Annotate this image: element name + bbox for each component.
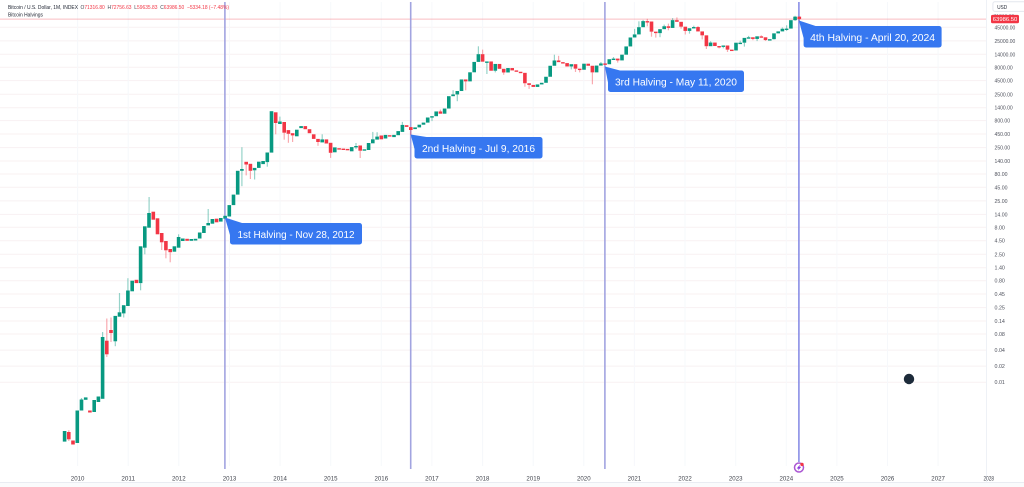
svg-text:450.00: 450.00	[995, 132, 1011, 138]
svg-text:4.50: 4.50	[995, 239, 1005, 245]
svg-text:4th Halving - April 20, 2024: 4th Halving - April 20, 2024	[810, 33, 935, 44]
svg-text:63986.50: 63986.50	[993, 17, 1018, 23]
svg-text:2019: 2019	[526, 475, 540, 482]
svg-text:8000.00: 8000.00	[995, 65, 1013, 71]
svg-text:USD: USD	[997, 5, 1007, 11]
svg-text:Bitcoin / U.S. Dollar, 1M, IND: Bitcoin / U.S. Dollar, 1M, INDEX	[8, 5, 78, 11]
svg-text:2020: 2020	[577, 475, 591, 482]
svg-text:2018: 2018	[476, 475, 490, 482]
svg-text:2016: 2016	[375, 475, 389, 482]
svg-text:45.00: 45.00	[995, 185, 1008, 191]
svg-text:2nd Halving - Jul 9, 2016: 2nd Halving - Jul 9, 2016	[422, 144, 535, 155]
svg-text:0.14: 0.14	[995, 319, 1005, 325]
svg-text:2.50: 2.50	[995, 252, 1005, 258]
svg-text:2021: 2021	[628, 475, 642, 482]
svg-text:O71316.80 H72756.63 L59635.8: O71316.80 H72756.63 L59635.83 C63986.50 …	[81, 5, 230, 11]
svg-text:0.80: 0.80	[995, 279, 1005, 285]
svg-text:2012: 2012	[172, 475, 186, 482]
svg-text:2027: 2027	[931, 475, 945, 482]
svg-text:800.00: 800.00	[995, 119, 1011, 125]
svg-text:45000.00: 45000.00	[995, 25, 1016, 31]
svg-text:1.40: 1.40	[995, 266, 1005, 272]
svg-text:0.04: 0.04	[995, 348, 1005, 354]
svg-text:2026: 2026	[881, 475, 895, 482]
svg-text:2010: 2010	[71, 475, 85, 482]
svg-text:3rd Halving - May 11, 2020: 3rd Halving - May 11, 2020	[615, 77, 737, 88]
svg-text:250.00: 250.00	[995, 146, 1011, 152]
svg-text:0.02: 0.02	[995, 364, 1005, 370]
svg-text:2028: 2028	[984, 475, 995, 482]
svg-text:1st Halving - Nov 28, 2012: 1st Halving - Nov 28, 2012	[238, 230, 355, 241]
svg-text:25.00: 25.00	[995, 199, 1008, 205]
svg-text:2025: 2025	[830, 475, 844, 482]
svg-text:2022: 2022	[678, 475, 692, 482]
svg-text:0.01: 0.01	[995, 380, 1005, 386]
svg-text:25000.00: 25000.00	[995, 39, 1016, 45]
svg-text:2013: 2013	[223, 475, 237, 482]
svg-text:Bitcoin Halvings: Bitcoin Halvings	[8, 12, 43, 18]
svg-text:2500.00: 2500.00	[995, 92, 1013, 98]
svg-text:140.00: 140.00	[995, 159, 1011, 165]
svg-text:1400.00: 1400.00	[995, 106, 1013, 112]
svg-text:0.25: 0.25	[995, 306, 1005, 312]
svg-text:80.00: 80.00	[995, 172, 1008, 178]
svg-text:14.00: 14.00	[995, 212, 1008, 218]
svg-text:2015: 2015	[324, 475, 338, 482]
svg-text:8.00: 8.00	[995, 225, 1005, 231]
svg-text:2011: 2011	[121, 475, 135, 482]
svg-text:2017: 2017	[425, 475, 439, 482]
svg-text:0.45: 0.45	[995, 292, 1005, 298]
svg-text:0.08: 0.08	[995, 332, 1005, 338]
svg-text:14000.00: 14000.00	[995, 52, 1016, 58]
svg-text:2014: 2014	[273, 475, 287, 482]
svg-text:2024: 2024	[780, 475, 794, 482]
svg-text:2023: 2023	[729, 475, 743, 482]
svg-text:4500.00: 4500.00	[995, 79, 1013, 85]
